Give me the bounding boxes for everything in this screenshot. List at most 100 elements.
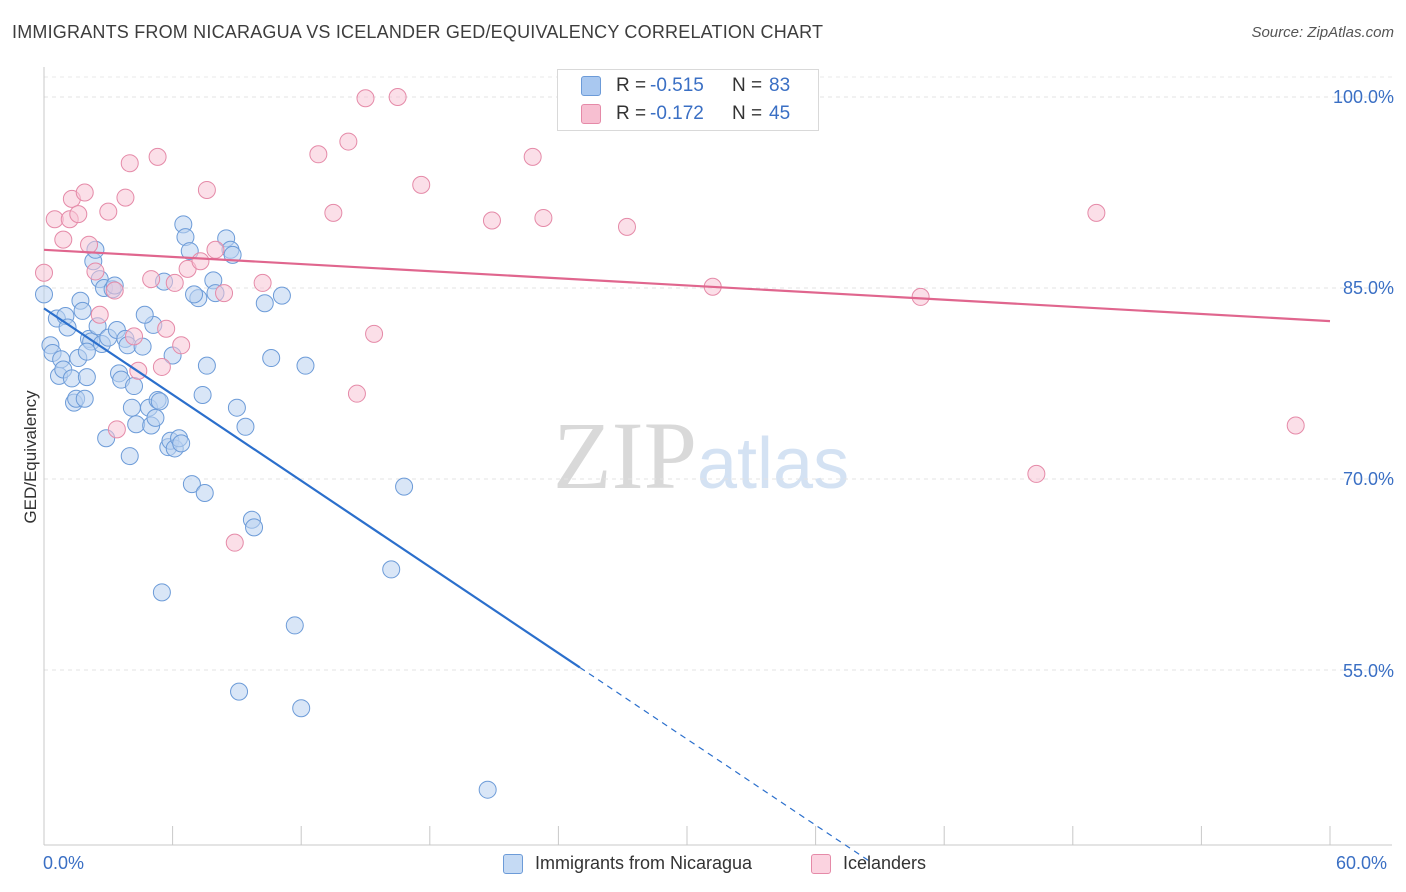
point-nicaragua — [58, 318, 77, 337]
point-icelanders — [80, 235, 99, 254]
legend-n-value: 45 — [769, 103, 791, 124]
legend-n-label: N = — [732, 103, 763, 124]
legend-r-value: -0.172 — [650, 103, 704, 124]
point-icelanders — [125, 327, 144, 346]
point-icelanders — [75, 183, 94, 202]
point-nicaragua — [135, 305, 154, 324]
point-icelanders — [365, 324, 384, 343]
point-nicaragua — [77, 368, 96, 387]
point-nicaragua — [193, 385, 212, 404]
point-nicaragua — [230, 682, 249, 701]
point-icelanders — [107, 420, 126, 439]
x-tick-label: 0.0% — [43, 853, 85, 873]
point-icelanders — [253, 273, 272, 292]
point-icelanders — [54, 230, 73, 249]
point-nicaragua — [395, 477, 414, 496]
point-nicaragua — [285, 616, 304, 635]
legend-item-icelanders[interactable]: Icelanders — [811, 853, 926, 874]
trendline-nicaragua-extension — [579, 666, 870, 862]
point-nicaragua — [245, 518, 264, 537]
legend-n-label: N = — [732, 75, 763, 96]
legend-row-icelanders: R = -0.172 N = 45 — [558, 102, 818, 126]
point-nicaragua — [172, 434, 191, 453]
source-label: Source: ZipAtlas.com — [1251, 24, 1394, 41]
point-nicaragua — [227, 398, 246, 417]
point-icelanders — [86, 262, 105, 281]
point-icelanders — [1286, 416, 1305, 435]
legend-label-icelanders: Icelanders — [843, 853, 927, 873]
stats-legend: R = -0.515 N = 83 R = -0.172 N = 45 — [557, 69, 819, 131]
point-nicaragua — [292, 699, 311, 718]
point-icelanders — [1087, 203, 1106, 222]
point-nicaragua — [62, 369, 81, 388]
legend-label-nicaragua: Immigrants from Nicaragua — [535, 853, 753, 873]
point-nicaragua — [478, 780, 497, 799]
point-nicaragua — [255, 294, 274, 313]
point-icelanders — [347, 384, 366, 403]
point-nicaragua — [236, 417, 255, 436]
point-icelanders — [339, 132, 358, 151]
point-icelanders — [90, 305, 109, 324]
point-icelanders — [482, 211, 501, 230]
point-icelanders — [225, 533, 244, 552]
legend-swatch-nicaragua — [581, 76, 601, 96]
point-icelanders — [309, 145, 328, 164]
y-tick-label: 85.0% — [1342, 278, 1394, 298]
series-legend: Immigrants from Nicaragua Icelanders — [0, 850, 1406, 880]
y-axis-label: GED/Equivalency — [21, 390, 40, 524]
point-nicaragua — [262, 349, 281, 368]
point-icelanders — [523, 147, 542, 166]
point-icelanders — [1027, 464, 1046, 483]
point-nicaragua — [150, 392, 169, 411]
y-tick-label: 55.0% — [1342, 661, 1394, 681]
point-nicaragua — [125, 377, 144, 396]
legend-item-nicaragua[interactable]: Immigrants from Nicaragua — [503, 853, 752, 874]
point-nicaragua — [296, 356, 315, 375]
point-icelanders — [148, 147, 167, 166]
point-icelanders — [356, 89, 375, 108]
point-icelanders — [45, 210, 64, 229]
chart-title: IMMIGRANTS FROM NICARAGUA VS ICELANDER G… — [12, 22, 824, 42]
point-nicaragua — [75, 389, 94, 408]
point-icelanders — [120, 154, 139, 173]
point-nicaragua — [197, 356, 216, 375]
point-icelanders — [105, 281, 124, 300]
point-nicaragua — [35, 285, 53, 304]
point-icelanders — [617, 217, 636, 236]
point-icelanders — [388, 88, 407, 106]
point-nicaragua — [272, 286, 291, 305]
y-tick-label: 100.0% — [1332, 87, 1394, 107]
point-icelanders — [191, 252, 210, 271]
point-icelanders — [99, 202, 118, 221]
point-icelanders — [165, 273, 184, 292]
point-nicaragua — [195, 484, 214, 503]
point-nicaragua — [382, 560, 401, 579]
point-icelanders — [157, 319, 176, 338]
point-icelanders — [324, 203, 343, 222]
point-icelanders — [911, 287, 930, 306]
point-icelanders — [172, 336, 191, 355]
x-tick-label: 60.0% — [1336, 853, 1388, 873]
point-nicaragua — [122, 398, 141, 417]
legend-n-value: 83 — [769, 75, 791, 96]
legend-r-value: -0.515 — [650, 75, 704, 96]
point-icelanders — [152, 357, 171, 376]
point-icelanders — [197, 180, 216, 199]
point-nicaragua — [146, 408, 165, 427]
point-nicaragua — [120, 447, 139, 466]
legend-swatch-icelanders — [811, 853, 831, 874]
point-icelanders — [534, 208, 553, 227]
legend-r-label: R = — [616, 75, 647, 96]
legend-swatch-icelanders — [581, 104, 601, 124]
point-icelanders — [35, 263, 53, 282]
legend-r-label: R = — [616, 103, 647, 124]
point-nicaragua — [152, 583, 171, 602]
point-icelanders — [215, 284, 234, 303]
point-nicaragua — [73, 301, 92, 320]
trendline-icelanders — [43, 248, 1331, 323]
point-icelanders — [142, 270, 161, 289]
point-nicaragua — [185, 285, 204, 304]
point-icelanders — [116, 188, 135, 207]
point-nicaragua — [182, 475, 201, 494]
